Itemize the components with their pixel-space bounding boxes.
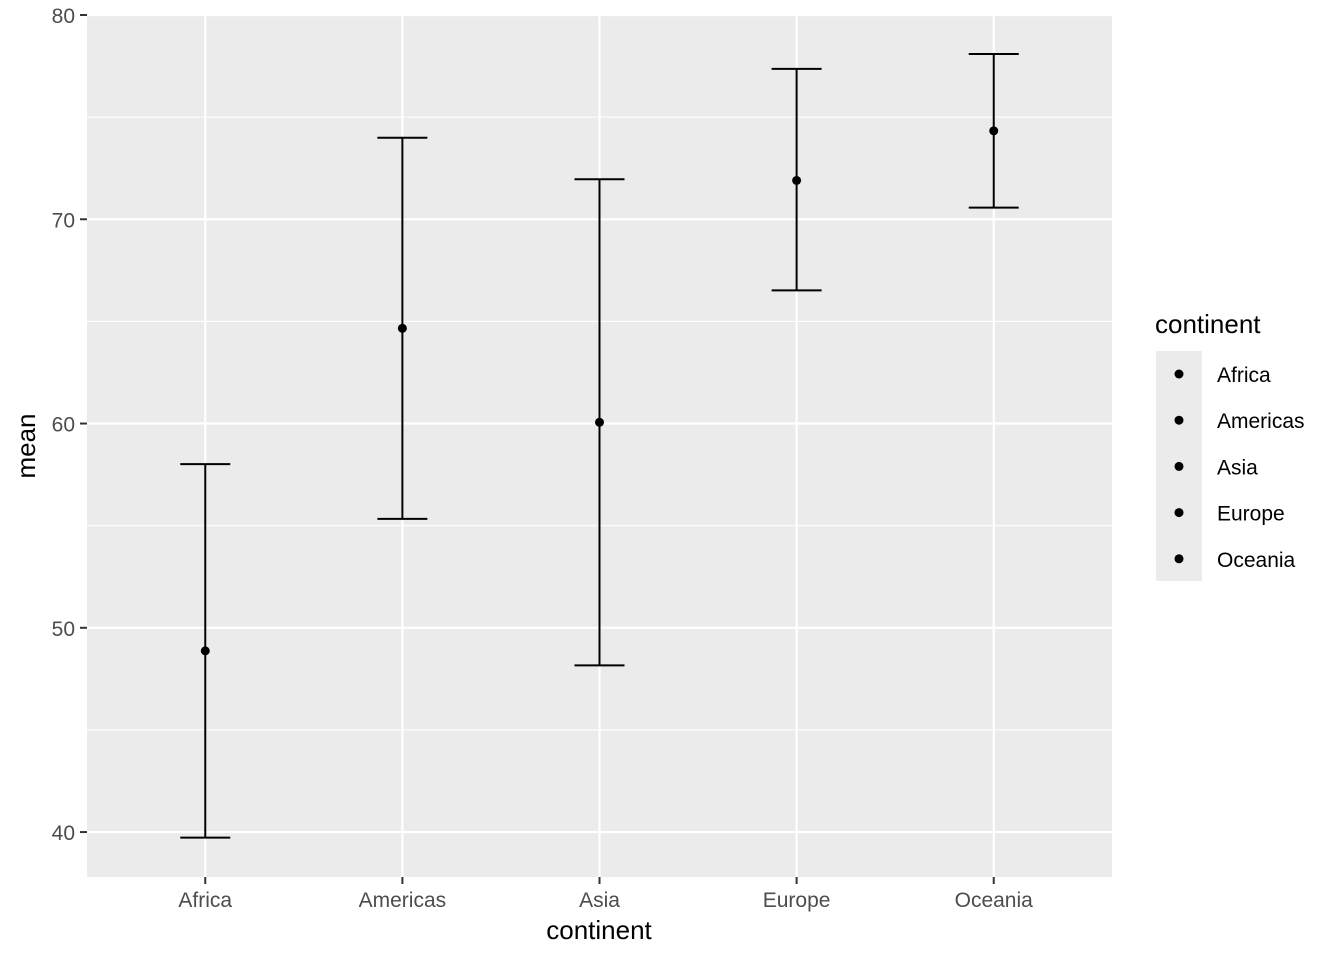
legend-item-label: Oceania xyxy=(1217,549,1296,572)
x-tick-label: Oceania xyxy=(955,889,1034,912)
legend-item: Europe xyxy=(1174,503,1285,526)
error-bar-europe xyxy=(771,67,822,292)
error-bar-americas xyxy=(377,136,428,520)
mean-point xyxy=(792,175,802,185)
x-tick-label: Americas xyxy=(359,889,447,912)
legend-item-label: Africa xyxy=(1217,364,1271,387)
legend-item-label: Europe xyxy=(1217,503,1285,526)
legend-item-label: Americas xyxy=(1217,410,1305,433)
legend-item: Oceania xyxy=(1174,549,1296,572)
y-tick-label: 80 xyxy=(52,5,75,28)
y-tick-label: 60 xyxy=(52,414,75,437)
legend-item: Africa xyxy=(1174,364,1271,387)
mean-point xyxy=(200,646,210,656)
y-tick-label: 50 xyxy=(52,618,75,641)
legend-key-point xyxy=(1174,554,1184,564)
y-tick-label: 40 xyxy=(52,822,75,845)
error-bars xyxy=(180,53,1019,839)
mean-point xyxy=(989,126,999,136)
legend-key-point xyxy=(1174,369,1184,379)
y-axis-title: mean xyxy=(11,413,41,478)
mean-point xyxy=(397,323,407,333)
legend: continent Africa Americas Asia Europe Oceani… xyxy=(1155,309,1305,581)
y-tick-label: 70 xyxy=(52,209,75,232)
mean-point xyxy=(595,417,604,427)
legend-key-point xyxy=(1174,415,1184,425)
x-tick-label: Europe xyxy=(763,889,831,912)
legend-item: Americas xyxy=(1174,410,1305,433)
error-bar-africa xyxy=(180,463,231,839)
legend-item-label: Asia xyxy=(1217,456,1258,479)
y-axis: 40 50 60 70 80 xyxy=(52,5,87,845)
x-axis-title: continent xyxy=(546,915,652,945)
legend-item: Asia xyxy=(1174,456,1258,479)
legend-key-point xyxy=(1174,508,1184,518)
legend-title: continent xyxy=(1155,309,1261,339)
error-bar-oceania xyxy=(968,53,1019,209)
x-axis: Africa Americas Asia Europe Oceania xyxy=(178,877,1033,912)
x-tick-label: Africa xyxy=(178,889,232,912)
x-tick-label: Asia xyxy=(579,889,620,912)
error-bar-asia xyxy=(574,178,625,667)
legend-key-point xyxy=(1174,461,1184,471)
